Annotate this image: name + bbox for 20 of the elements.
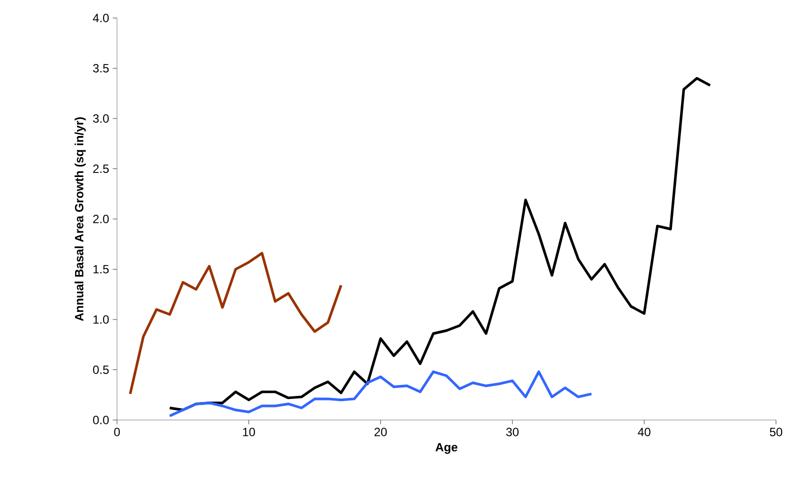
y-tick-label: 2.0 <box>93 214 109 224</box>
x-tick-label: 40 <box>638 428 650 436</box>
y-axis-title: Annual Basal Area Growth (sq in/yr) <box>74 117 86 322</box>
x-tick-label: 0 <box>114 428 120 436</box>
x-tick-label: 10 <box>243 428 255 436</box>
y-tick-label: 0.5 <box>93 366 109 374</box>
x-tick-label: 50 <box>770 428 782 436</box>
y-tick-label: 3.5 <box>93 64 109 72</box>
x-tick-label: 20 <box>374 428 387 436</box>
y-tick-label: 0.0 <box>93 416 109 424</box>
x-axis-title: Age <box>436 443 458 454</box>
y-tick-label: 4.0 <box>92 14 109 22</box>
y-tick-label: 1.5 <box>94 265 109 274</box>
line-series <box>168 77 712 412</box>
x-tick-label: 30 <box>506 428 519 436</box>
y-tick-label: 1.0 <box>94 315 109 324</box>
line-series <box>128 252 342 396</box>
y-tick-label: 3.0 <box>93 114 109 123</box>
y-tick-label: 2.5 <box>93 164 109 173</box>
line-series <box>168 370 593 418</box>
